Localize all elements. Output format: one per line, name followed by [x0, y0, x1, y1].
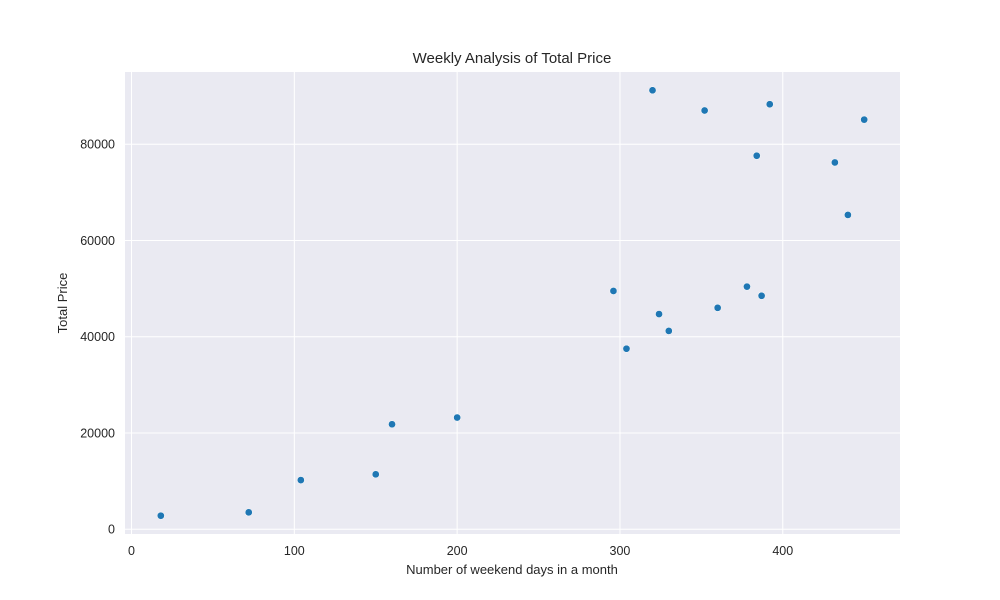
scatter-point	[609, 287, 618, 295]
scatter-point	[765, 100, 774, 109]
y-axis-label: Total Price	[55, 273, 70, 334]
scatter-point	[453, 413, 461, 422]
plot-area	[125, 72, 900, 534]
chart-title: Weekly Analysis of Total Price	[413, 50, 612, 67]
data-points	[156, 86, 869, 520]
scatter-point	[700, 106, 709, 115]
tick-labels: 0 100 200 300 400 0 20000 40000 60000 80000	[80, 138, 793, 558]
scatter-point	[752, 151, 761, 160]
scatter-point	[831, 158, 839, 167]
scatter-point	[860, 115, 869, 124]
x-tick-label: 200	[447, 544, 468, 558]
scatter-point	[388, 420, 396, 429]
gridlines	[125, 72, 900, 534]
x-tick-label: 400	[772, 544, 793, 558]
scatter-point	[655, 310, 663, 318]
scatter-point	[244, 508, 253, 517]
y-tick-label: 0	[108, 523, 115, 537]
y-tick-label: 40000	[80, 330, 115, 344]
scatter-point	[757, 291, 766, 300]
y-tick-label: 80000	[80, 138, 115, 152]
scatter-point	[664, 327, 673, 335]
y-tick-label: 20000	[80, 426, 115, 440]
x-tick-label: 300	[610, 544, 631, 558]
scatter-point	[713, 303, 722, 312]
x-tick-label: 100	[284, 544, 305, 558]
scatter-point	[622, 344, 631, 353]
scatter-point	[648, 86, 657, 95]
y-tick-label: 60000	[80, 234, 115, 248]
scatter-point	[296, 476, 305, 484]
scatter-point	[743, 282, 751, 291]
x-axis-label: Number of weekend days in a month	[406, 562, 618, 577]
scatter-point	[156, 511, 165, 520]
x-tick-label: 0	[128, 544, 135, 558]
scatter-point	[844, 211, 852, 219]
scatter-point	[371, 470, 380, 479]
